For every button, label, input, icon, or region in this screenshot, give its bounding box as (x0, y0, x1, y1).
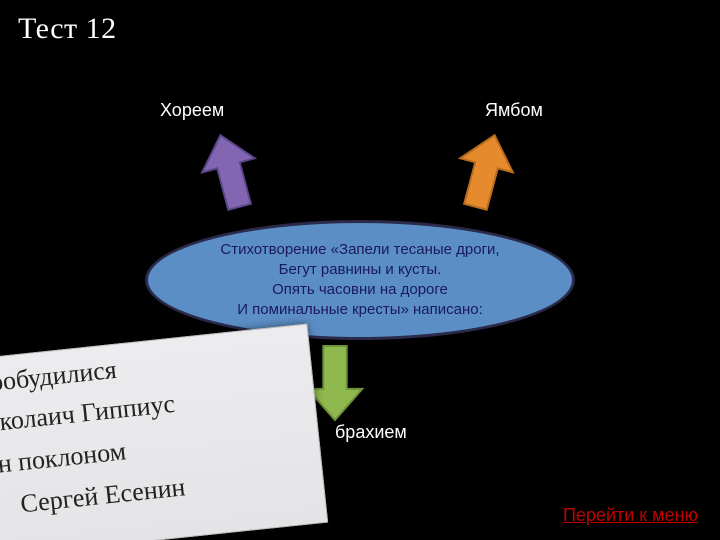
question-line: Стихотворение «Запели тесаные дроги, (220, 240, 499, 260)
question-line: Опять часовни на дороге (272, 280, 448, 300)
arrow-up-right-icon[interactable] (446, 126, 524, 217)
back-to-menu-link[interactable]: Перейти к меню (563, 505, 698, 526)
question-line: Бегут равнины и кусты. (279, 260, 442, 280)
question-line: И поминальные кресты» написано: (237, 300, 483, 320)
option-left-label[interactable]: Хореем (160, 100, 224, 121)
option-right-label[interactable]: Ямбом (485, 100, 543, 121)
arrow-up-left-icon[interactable] (191, 126, 269, 217)
question-ellipse: Стихотворение «Запели тесаные дроги, Бег… (145, 220, 575, 340)
page-title: Тест 12 (18, 12, 117, 46)
question-text: Стихотворение «Запели тесаные дроги, Бег… (145, 220, 575, 340)
option-bottom-label[interactable]: брахием (335, 422, 407, 443)
manuscript-image: но пробудилися Николаич Гиппиус мн покло… (0, 324, 328, 540)
